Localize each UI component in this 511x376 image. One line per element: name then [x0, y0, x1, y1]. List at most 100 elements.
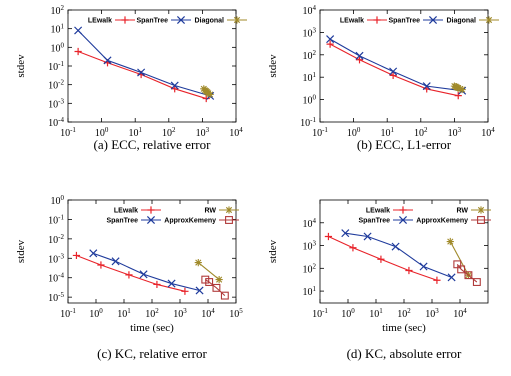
x-tick-label: 104	[201, 307, 215, 320]
legend-marker	[398, 215, 408, 225]
series-spantree	[74, 26, 215, 100]
x-tick-label: 102	[414, 126, 428, 139]
data-point	[419, 262, 428, 271]
legend-marker	[225, 206, 233, 214]
data-point	[206, 90, 214, 99]
legend-label: LEwalk	[114, 208, 138, 215]
data-point	[74, 47, 82, 56]
plot-frame	[319, 9, 489, 123]
series-rw	[194, 259, 223, 284]
data-point	[433, 276, 441, 284]
panel-caption: (c) KC, relative error	[97, 346, 207, 361]
data-point	[212, 283, 221, 292]
series-line	[449, 241, 469, 276]
data-point	[89, 249, 98, 258]
series-lewalk	[324, 232, 441, 284]
series-diagonal	[450, 82, 466, 94]
data-point	[324, 232, 333, 241]
data-point	[170, 81, 179, 90]
y-tick-label: 104	[303, 217, 317, 230]
x-tick-label: 100	[347, 126, 361, 139]
plot-frame	[67, 9, 237, 123]
x-tick-label: 10-1	[312, 126, 328, 139]
data-point	[456, 85, 464, 93]
series-spantree	[89, 249, 204, 295]
x-axis-label: time (sec)	[130, 322, 174, 334]
y-axis-label: stdev	[15, 54, 27, 78]
legend-marker	[373, 16, 381, 24]
data-point	[215, 276, 223, 284]
legend-marker	[147, 206, 155, 214]
y-axis-label: stdev	[267, 239, 279, 263]
data-point	[111, 257, 120, 266]
y-tick-label: 102	[303, 49, 317, 62]
data-point	[181, 287, 189, 295]
data-point	[447, 273, 456, 282]
x-tick-label: 101	[128, 126, 142, 139]
data-point	[454, 92, 462, 100]
x-tick-label: 10-1	[60, 307, 76, 320]
legend-label: RW	[456, 208, 468, 215]
data-point	[171, 85, 179, 93]
data-point	[139, 270, 148, 279]
data-point	[202, 94, 210, 103]
legend-label: RW	[204, 208, 216, 215]
x-tick-label: 10-1	[312, 307, 328, 320]
data-point	[355, 56, 364, 64]
legend-label: LEwalk	[88, 18, 112, 25]
legend-marker	[477, 216, 485, 224]
series-spantree	[341, 229, 456, 282]
y-tick-label: 10-2	[48, 79, 64, 92]
y-tick-label: 101	[303, 285, 317, 298]
series-approxkemeny	[453, 260, 481, 286]
y-tick-label: 10-1	[300, 116, 316, 129]
data-point	[167, 279, 176, 288]
x-tick-label: 105	[229, 307, 243, 320]
series-line	[345, 232, 452, 278]
data-point	[405, 266, 413, 275]
legend-label: SpanTree	[388, 18, 420, 25]
series-line	[329, 38, 463, 92]
data-point	[472, 278, 481, 286]
series-diagonal	[200, 85, 214, 99]
legend-marker	[399, 206, 407, 214]
data-point	[446, 237, 454, 246]
data-point	[363, 232, 372, 241]
x-tick-label: 103	[425, 307, 439, 320]
series-line	[328, 235, 438, 281]
y-tick-label: 10-3	[48, 97, 64, 110]
y-tick-label: 101	[51, 23, 65, 36]
plot-frame	[319, 199, 489, 304]
data-point	[355, 51, 364, 60]
legend-marker	[485, 16, 493, 24]
x-tick-label: 103	[173, 307, 187, 320]
y-tick-label: 10-2	[48, 233, 64, 246]
chart-panel-2: 10-1 100 101 102 103 104 10-1 100 101 102 103 104 st…	[267, 4, 499, 152]
y-tick-label: 10-4	[48, 116, 64, 129]
data-point	[97, 261, 105, 269]
legend-label: SpanTree	[358, 218, 390, 225]
data-point	[194, 259, 202, 267]
legend-marker	[428, 15, 438, 25]
y-tick-label: 10-5	[48, 291, 64, 304]
y-tick-label: 100	[51, 41, 65, 54]
y-tick-label: 101	[303, 71, 317, 84]
data-point	[458, 85, 466, 94]
chart-panel-1: 10-1 100 101 102 103 104 10-4 10-3 10-2 10-1 100 10…	[15, 4, 247, 152]
legend-marker	[176, 15, 186, 25]
legend-label: SpanTree	[136, 18, 168, 25]
legend-label: LEwalk	[366, 208, 390, 215]
data-point	[205, 278, 214, 286]
chart-panel-3: 10-1 100 101 102 103 104 105 10-5 10-4 10-3 10-2 10…	[15, 194, 243, 361]
data-point	[74, 26, 83, 35]
panel-caption: (d) KC, absolute error	[347, 346, 462, 361]
x-axis-label: time (sec)	[382, 322, 426, 334]
data-point	[454, 84, 462, 92]
y-tick-label: 100	[303, 94, 317, 107]
x-tick-label: 104	[229, 126, 243, 139]
x-tick-label: 103	[196, 126, 210, 139]
x-tick-label: 102	[145, 307, 159, 320]
y-axis-label: stdev	[15, 239, 27, 263]
x-tick-label: 103	[448, 126, 462, 139]
data-point	[103, 56, 112, 65]
